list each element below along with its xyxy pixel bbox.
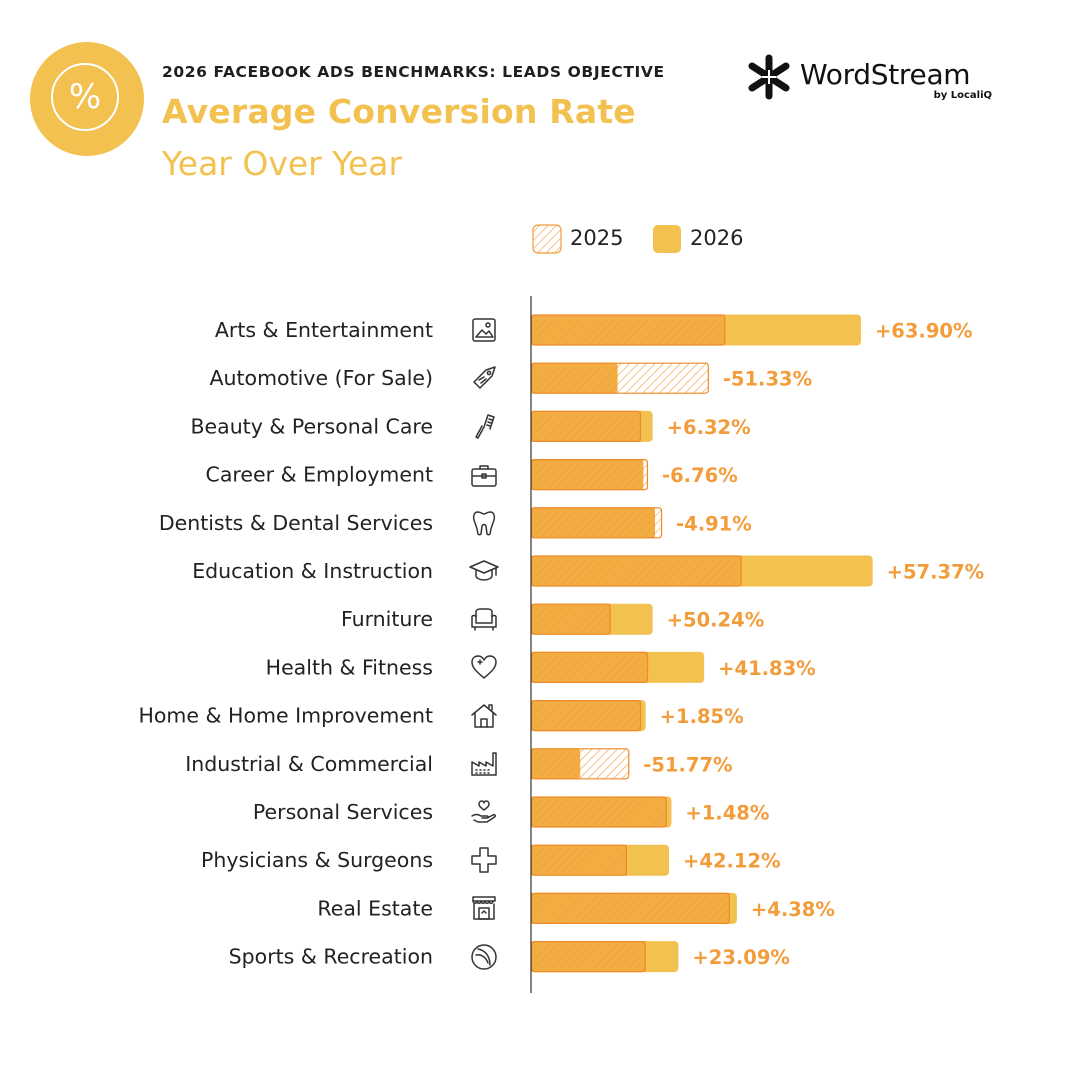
category-label-sports-and-recreation: Sports & Recreation bbox=[229, 945, 433, 969]
category-label-arts-and-entertainment: Arts & Entertainment bbox=[215, 318, 433, 342]
change-label-industrial-and-commercial: -51.77% bbox=[643, 753, 732, 776]
bar-2025-hatch-industrial-and-commercial bbox=[531, 748, 630, 780]
category-label-career-and-employment: Career & Employment bbox=[206, 463, 433, 487]
tooth-icon bbox=[468, 507, 500, 539]
change-label-arts-and-entertainment: +63.90% bbox=[875, 320, 973, 343]
bar-2025-hatch-physicians-and-surgeons bbox=[531, 844, 627, 876]
legend-swatch-2025 bbox=[532, 224, 562, 254]
brand-sub: by LocaliQ bbox=[933, 90, 992, 101]
ball-icon bbox=[468, 941, 500, 973]
bar-2025-hatch-sports-and-recreation bbox=[531, 941, 646, 973]
change-label-health-and-fitness: +41.83% bbox=[718, 657, 816, 680]
heart-icon bbox=[468, 651, 500, 683]
armchair-icon bbox=[468, 603, 500, 635]
change-label-furniture: +50.24% bbox=[667, 609, 765, 632]
chart-subtitle: Year Over Year bbox=[162, 144, 403, 183]
tag-icon bbox=[468, 362, 500, 394]
bar-2025-hatch-health-and-fitness bbox=[531, 651, 648, 683]
change-label-automotive-for-sale: -51.33% bbox=[723, 368, 812, 391]
medical-cross-icon bbox=[468, 844, 500, 876]
hand-heart-icon bbox=[468, 796, 500, 828]
category-label-health-and-fitness: Health & Fitness bbox=[266, 655, 433, 679]
bar-2025-hatch-real-estate bbox=[531, 892, 730, 924]
percent-icon: % bbox=[51, 63, 119, 131]
wordstream-mark-icon bbox=[748, 54, 790, 100]
bar-2025-hatch-beauty-and-personal-care bbox=[531, 410, 641, 442]
factory-icon bbox=[468, 748, 500, 780]
briefcase-icon bbox=[468, 459, 500, 491]
change-label-sports-and-recreation: +23.09% bbox=[692, 946, 790, 969]
change-label-dentists-and-dental-services: -4.91% bbox=[676, 512, 752, 535]
bar-2025-hatch-education-and-instruction bbox=[531, 555, 742, 587]
bar-2025-hatch-dentists-and-dental-services bbox=[531, 507, 663, 539]
report-kicker: 2026 FACEBOOK ADS BENCHMARKS: LEADS OBJE… bbox=[162, 63, 665, 81]
change-label-personal-services: +1.48% bbox=[685, 802, 769, 825]
chart-title: Average Conversion Rate bbox=[162, 92, 636, 131]
header-badge: % bbox=[30, 42, 144, 156]
category-label-personal-services: Personal Services bbox=[253, 800, 433, 824]
bar-2025-hatch-personal-services bbox=[531, 796, 667, 828]
category-label-physicians-and-surgeons: Physicians & Surgeons bbox=[201, 848, 433, 872]
storefront-icon bbox=[468, 892, 500, 924]
graduation-cap-icon bbox=[468, 555, 500, 587]
change-label-beauty-and-personal-care: +6.32% bbox=[667, 416, 751, 439]
category-label-industrial-and-commercial: Industrial & Commercial bbox=[185, 752, 433, 776]
change-label-career-and-employment: -6.76% bbox=[662, 464, 738, 487]
change-label-real-estate: +4.38% bbox=[751, 898, 835, 921]
category-label-home-and-home-improvement: Home & Home Improvement bbox=[138, 704, 433, 728]
brand-name: WordStream bbox=[800, 58, 971, 91]
legend-label-2026: 2026 bbox=[690, 226, 744, 250]
comb-icon bbox=[468, 410, 500, 442]
legend-swatch-2026 bbox=[653, 225, 681, 253]
bar-2025-hatch-home-and-home-improvement bbox=[531, 700, 641, 732]
legend-label-2025: 2025 bbox=[570, 226, 624, 250]
category-label-automotive-for-sale: Automotive (For Sale) bbox=[209, 366, 433, 390]
picture-icon bbox=[468, 314, 500, 346]
change-label-education-and-instruction: +57.37% bbox=[887, 561, 985, 584]
wordstream-logo: WordStream by LocaliQ bbox=[744, 52, 996, 104]
category-label-real-estate: Real Estate bbox=[317, 896, 433, 920]
bar-2025-hatch-automotive-for-sale bbox=[531, 362, 709, 394]
bar-2025-hatch-furniture bbox=[531, 603, 611, 635]
house-icon bbox=[468, 700, 500, 732]
category-label-beauty-and-personal-care: Beauty & Personal Care bbox=[190, 414, 433, 438]
bar-2025-hatch-arts-and-entertainment bbox=[531, 314, 726, 346]
bar-2025-hatch-career-and-employment bbox=[531, 459, 648, 491]
category-label-education-and-instruction: Education & Instruction bbox=[192, 559, 433, 583]
category-label-dentists-and-dental-services: Dentists & Dental Services bbox=[159, 511, 433, 535]
change-label-home-and-home-improvement: +1.85% bbox=[660, 705, 744, 728]
change-label-physicians-and-surgeons: +42.12% bbox=[683, 850, 781, 873]
category-label-furniture: Furniture bbox=[341, 607, 433, 631]
